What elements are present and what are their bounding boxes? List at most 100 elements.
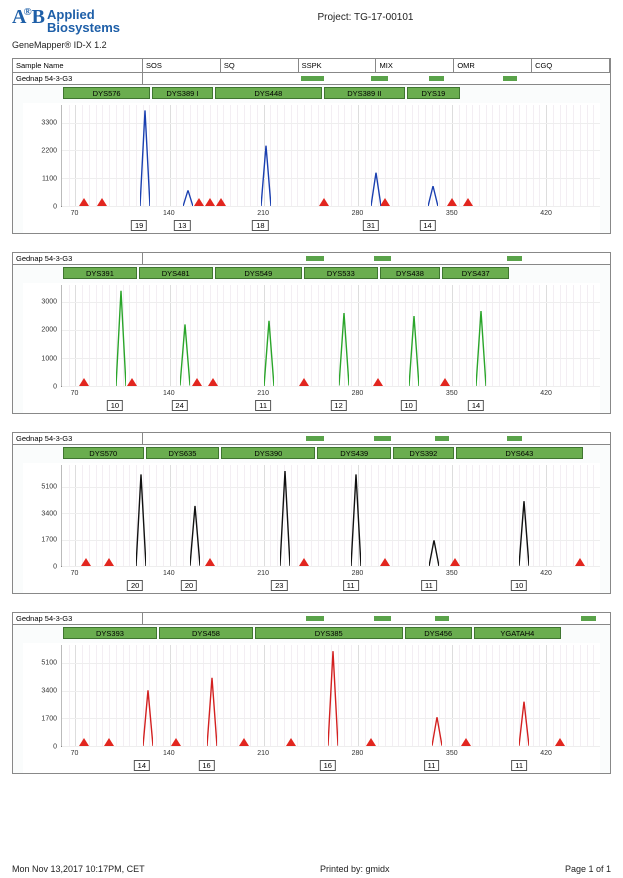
gridline-v xyxy=(358,285,359,386)
baseline-artifact xyxy=(555,738,565,746)
gridline-v xyxy=(385,645,386,746)
gridline-v xyxy=(69,105,70,206)
gridline-v xyxy=(371,465,372,566)
quality-indicator xyxy=(435,436,449,441)
gridline-v xyxy=(566,645,567,746)
indicator-track xyxy=(143,73,610,84)
indicator-track xyxy=(143,433,610,444)
gridline-v xyxy=(331,465,332,566)
marker-label: DYS390 xyxy=(221,447,315,459)
marker-label: DYS481 xyxy=(139,267,213,279)
gridline-v xyxy=(392,465,393,566)
gridline-v xyxy=(75,285,76,386)
gridline-v xyxy=(338,105,339,206)
electropherogram-panel: Gednap 54-3-G3DYS391DYS481DYS549DYS533DY… xyxy=(12,252,611,414)
gridline-v xyxy=(492,465,493,566)
allele-call: 24 xyxy=(171,400,187,411)
gridline-v xyxy=(405,285,406,386)
y-tick-label: 3300 xyxy=(23,119,57,126)
marker-label: DYS19 xyxy=(407,87,461,99)
gridline-v xyxy=(573,285,574,386)
gridline-v xyxy=(284,285,285,386)
gridline-v xyxy=(318,105,319,206)
marker-label: DYS393 xyxy=(63,627,157,639)
electropherogram-panel: Gednap 54-3-G3DYS393DYS458DYS385DYS456YG… xyxy=(12,612,611,774)
gridline-v xyxy=(513,285,514,386)
electropherogram-plot: 0100020003000701402102803504201024111210… xyxy=(23,283,600,413)
allele-call: 16 xyxy=(198,760,214,771)
gridline-v xyxy=(492,285,493,386)
gridline-v xyxy=(109,105,110,206)
marker-label: DYS576 xyxy=(63,87,150,99)
gridline-v xyxy=(318,465,319,566)
gridline-v xyxy=(230,465,231,566)
gridline-v xyxy=(136,645,137,746)
gridline-v xyxy=(445,105,446,206)
gridline-v xyxy=(385,465,386,566)
quality-indicator xyxy=(507,256,522,261)
sample-name-row: Gednap 54-3-G3 xyxy=(13,73,610,85)
gridline-v xyxy=(89,285,90,386)
sample-header-col: CGQ xyxy=(532,59,610,72)
gridline-v xyxy=(89,105,90,206)
gridline-v xyxy=(190,645,191,746)
gridline-v xyxy=(344,645,345,746)
x-tick-label: 420 xyxy=(540,570,552,577)
footer-printed-by: Printed by: gmidx xyxy=(145,864,565,874)
gridline-v xyxy=(533,645,534,746)
gridline-v xyxy=(445,285,446,386)
sample-name: Gednap 54-3-G3 xyxy=(13,73,143,84)
baseline-artifact xyxy=(575,558,585,566)
x-tick-label: 70 xyxy=(71,570,79,577)
baseline-artifact xyxy=(239,738,249,746)
gridline-v xyxy=(318,645,319,746)
baseline-artifact xyxy=(205,558,215,566)
x-tick-label: 70 xyxy=(71,210,79,217)
gridline-v xyxy=(546,105,547,206)
sample-header-col: SSPK xyxy=(299,59,377,72)
marker-label: DYS385 xyxy=(255,627,403,639)
quality-indicator xyxy=(435,616,449,621)
sample-header-row: Sample NameSOSSQSSPKMIXOMRCGQ xyxy=(13,59,610,73)
electropherogram-panel: Gednap 54-3-G3DYS570DYS635DYS390DYS439DY… xyxy=(12,432,611,594)
marker-label: DYS635 xyxy=(146,447,220,459)
gridline-v xyxy=(385,285,386,386)
gridline-v xyxy=(176,465,177,566)
marker-label: DYS549 xyxy=(215,267,302,279)
x-tick-label: 70 xyxy=(71,750,79,757)
gridline-v xyxy=(82,465,83,566)
gridline-v xyxy=(257,645,258,746)
gridline-v xyxy=(237,105,238,206)
gridline-v xyxy=(311,465,312,566)
electropherogram-panel: Sample NameSOSSQSSPKMIXOMRCGQGednap 54-3… xyxy=(12,58,611,234)
gridline-v xyxy=(109,465,110,566)
x-tick-label: 140 xyxy=(163,390,175,397)
gridline-h xyxy=(62,206,600,207)
gridline-v xyxy=(197,285,198,386)
gridline-v xyxy=(553,285,554,386)
quality-indicator xyxy=(374,616,390,621)
y-tick-label: 3000 xyxy=(23,299,57,306)
quality-indicator xyxy=(371,76,389,81)
baseline-artifact xyxy=(97,198,107,206)
gridline-v xyxy=(593,105,594,206)
gridline-v xyxy=(116,645,117,746)
gridline-v xyxy=(123,645,124,746)
gridline-v xyxy=(539,465,540,566)
gridline-v xyxy=(102,645,103,746)
gridline-v xyxy=(466,285,467,386)
marker-bar: DYS393DYS458DYS385DYS456YGATAH4 xyxy=(13,625,610,641)
gridline-v xyxy=(593,465,594,566)
brand-logo: A®B Applied Biosystems xyxy=(12,8,120,34)
gridline-v xyxy=(250,285,251,386)
gridline-v xyxy=(291,645,292,746)
gridline-v xyxy=(365,645,366,746)
gridline-v xyxy=(344,465,345,566)
marker-label: YGATAH4 xyxy=(474,627,561,639)
gridline-v xyxy=(129,285,130,386)
baseline-artifact xyxy=(373,378,383,386)
x-tick-label: 70 xyxy=(71,390,79,397)
marker-label: DYS437 xyxy=(442,267,509,279)
gridline-v xyxy=(452,285,453,386)
baseline-artifact xyxy=(380,558,390,566)
